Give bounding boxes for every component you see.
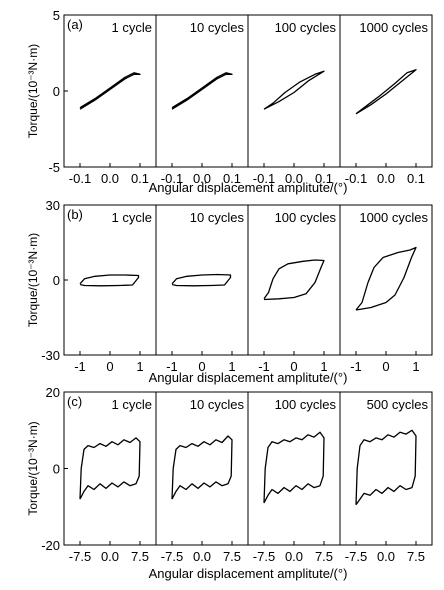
y-tick-label: 20 xyxy=(46,385,60,400)
hysteresis-loop xyxy=(171,72,233,110)
x-tick-label: -1 xyxy=(258,359,270,374)
x-tick-label: 7.5 xyxy=(315,549,333,564)
x-axis-label: Angular displacement amplitute/(°) xyxy=(149,370,348,385)
x-tick-label: -1 xyxy=(74,359,86,374)
x-tick-label: 7.5 xyxy=(407,549,425,564)
subplot-title: 1 cycle xyxy=(112,20,152,35)
x-tick-label: 0.0 xyxy=(101,171,119,186)
y-tick-label: 0 xyxy=(53,273,60,288)
x-tick-label: -0.1 xyxy=(161,171,183,186)
x-tick-label: 0.0 xyxy=(285,171,303,186)
x-tick-label: 0 xyxy=(106,359,113,374)
x-tick-label: 1 xyxy=(136,359,143,374)
subplot-title: 1 cycle xyxy=(112,397,152,412)
x-tick-label: 0.0 xyxy=(193,171,211,186)
x-tick-label: -1 xyxy=(350,359,362,374)
x-tick-label: 1 xyxy=(320,359,327,374)
x-tick-label: -0.1 xyxy=(69,171,91,186)
hysteresis-loop xyxy=(79,437,141,500)
y-tick-label: 0 xyxy=(53,462,60,477)
x-tick-label: 0 xyxy=(198,359,205,374)
x-axis-label: Angular displacement amplitute/(°) xyxy=(149,180,348,195)
subplot-title: 10 cycles xyxy=(190,397,245,412)
hysteresis-loop xyxy=(263,431,325,504)
x-tick-label: 0.1 xyxy=(131,171,149,186)
panel-label: (a) xyxy=(67,17,83,32)
x-tick-label: -0.1 xyxy=(253,171,275,186)
x-tick-label: 0 xyxy=(382,359,389,374)
subplot-title: 100 cycles xyxy=(275,210,337,225)
y-tick-label: 30 xyxy=(46,198,60,213)
panel-label: (b) xyxy=(67,207,83,222)
hysteresis-loop xyxy=(263,70,325,110)
hysteresis-loop xyxy=(79,72,141,110)
y-tick-label: 0 xyxy=(53,84,60,99)
hysteresis-loop xyxy=(263,259,325,301)
x-tick-label: 0.0 xyxy=(285,549,303,564)
y-tick-label: 5 xyxy=(53,8,60,23)
subplot-title: 100 cycles xyxy=(275,20,337,35)
x-tick-label: -7.5 xyxy=(345,549,367,564)
subplot-title: 1000 cycles xyxy=(359,210,428,225)
y-tick-label: -30 xyxy=(41,348,60,363)
subplot-title: 500 cycles xyxy=(367,397,429,412)
hysteresis-loop xyxy=(355,429,417,506)
x-tick-label: 0.1 xyxy=(223,171,241,186)
x-tick-label: 7.5 xyxy=(223,549,241,564)
hysteresis-loop xyxy=(79,274,140,287)
y-axis-label: Torque/(10⁻³N·m) xyxy=(26,44,40,138)
x-tick-label: 0.0 xyxy=(377,171,395,186)
x-axis-label: Angular displacement amplitute/(°) xyxy=(149,566,348,581)
x-tick-label: 0.0 xyxy=(377,549,395,564)
hysteresis-loop xyxy=(355,246,417,311)
x-tick-label: 0.0 xyxy=(193,549,211,564)
hysteresis-loop xyxy=(171,435,233,500)
x-tick-label: -7.5 xyxy=(253,549,275,564)
hysteresis-loop xyxy=(171,273,232,287)
subplot-title: 10 cycles xyxy=(190,210,245,225)
x-tick-label: 1 xyxy=(412,359,419,374)
subplot-title: 100 cycles xyxy=(275,397,337,412)
x-tick-label: 0.1 xyxy=(407,171,425,186)
x-tick-label: -1 xyxy=(166,359,178,374)
y-axis-label: Torque/(10⁻³N·m) xyxy=(26,233,40,327)
hysteresis-loop xyxy=(355,69,417,115)
y-axis-label: Torque/(10⁻³N·m) xyxy=(26,421,40,515)
subplot-title: 1000 cycles xyxy=(359,20,428,35)
x-tick-label: 0.0 xyxy=(101,549,119,564)
subplot-title: 1 cycle xyxy=(112,210,152,225)
x-tick-label: -0.1 xyxy=(345,171,367,186)
x-tick-label: 1 xyxy=(228,359,235,374)
x-tick-label: 7.5 xyxy=(131,549,149,564)
x-tick-label: -7.5 xyxy=(69,549,91,564)
x-tick-label: -7.5 xyxy=(161,549,183,564)
x-tick-label: 0.1 xyxy=(315,171,333,186)
panel-label: (c) xyxy=(67,394,82,409)
y-tick-label: -20 xyxy=(41,538,60,553)
y-tick-label: -5 xyxy=(48,160,60,175)
subplot-title: 10 cycles xyxy=(190,20,245,35)
x-tick-label: 0 xyxy=(290,359,297,374)
